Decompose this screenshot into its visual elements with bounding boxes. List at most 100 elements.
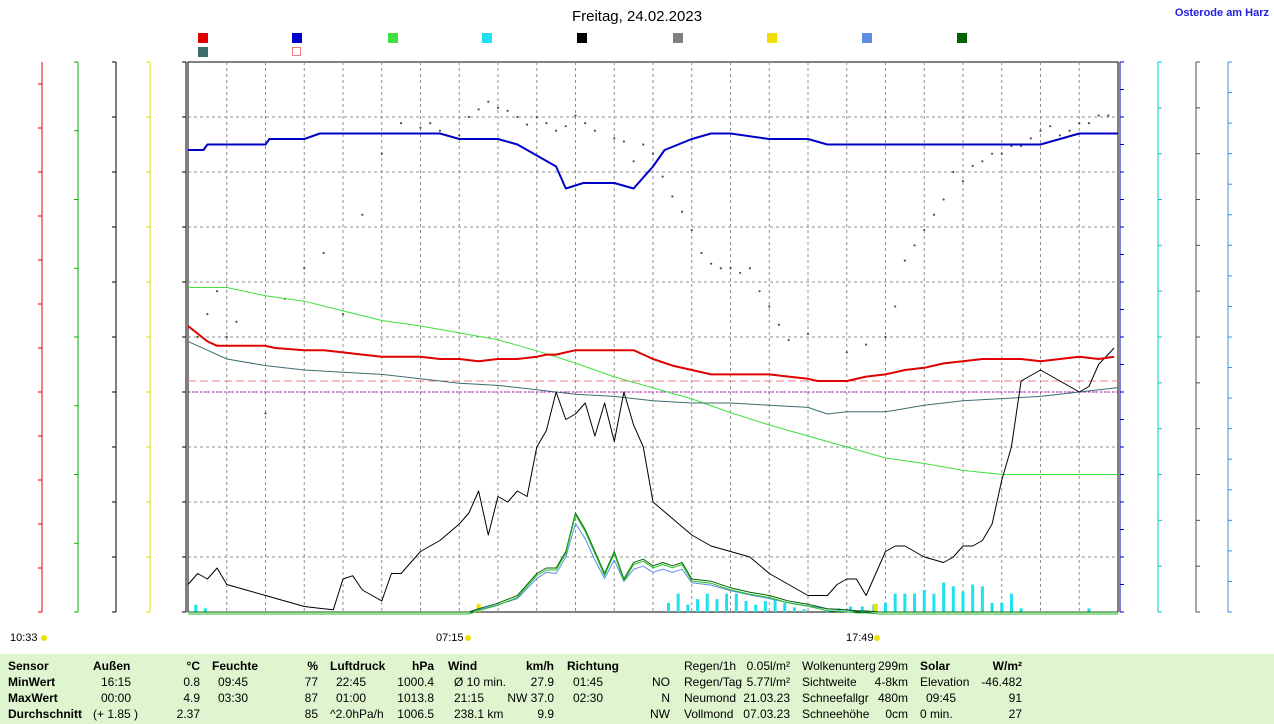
- solar-avg: 27: [1008, 707, 1022, 721]
- richtung-title: Richtung: [567, 659, 619, 673]
- neumond-label: Neumond: [684, 691, 737, 705]
- solar-line: [188, 512, 1118, 613]
- vollmond-date: 07.03.23: [743, 707, 790, 721]
- richtung-point: [303, 267, 306, 270]
- richtung-point: [884, 335, 887, 339]
- luftdruck-line: [188, 287, 1118, 475]
- regen-bar: [734, 593, 738, 612]
- richtung-point: [700, 251, 703, 255]
- solar-max: 91: [1008, 691, 1022, 705]
- schneehoehe-label: Schneehöhe: [802, 707, 870, 721]
- series-layer: [187, 100, 1119, 615]
- regen-bar: [849, 606, 853, 612]
- luftdruck-max: 1013.8: [397, 691, 434, 705]
- richtung-point: [651, 152, 655, 155]
- luftdruck-avg: 1006.5: [397, 707, 434, 721]
- wind-max-time: 21:15: [454, 691, 485, 705]
- au-en-line: [187, 325, 1115, 382]
- richtung-point: [632, 160, 635, 163]
- richtung-point: [1058, 134, 1061, 137]
- legend-swatch: [577, 33, 587, 43]
- wind-line: [187, 347, 1115, 611]
- richtung-point: [477, 108, 480, 111]
- regen-bar: [194, 604, 198, 612]
- feuchte-avg: 85: [304, 707, 318, 721]
- regen-bar: [763, 601, 767, 612]
- solar-line-shadow: [188, 513, 1118, 615]
- row-label-max: MaxWert: [8, 691, 58, 705]
- richtung-point: [671, 195, 674, 198]
- richtung-point: [1049, 125, 1052, 128]
- sonnenschein-bar: [873, 603, 878, 612]
- richtung-point: [593, 129, 596, 132]
- aussen-max-time: 00:00: [101, 691, 132, 705]
- richtung-point: [584, 122, 587, 125]
- row-label-sensor: Sensor: [8, 659, 49, 673]
- richtung-point: [642, 143, 645, 146]
- legend-swatch: [198, 33, 208, 43]
- regen-bar: [1087, 608, 1091, 612]
- richtung-point: [429, 122, 432, 125]
- regen-bar: [754, 604, 758, 612]
- feuchte-min: 77: [304, 675, 318, 689]
- solar-zero-label: 0 min.: [920, 707, 953, 721]
- regen-tag-label: Regen/Tag: [684, 675, 743, 689]
- richtung-point: [496, 106, 500, 109]
- legend-swatch: [673, 33, 683, 43]
- legend-swatch: [198, 47, 208, 57]
- richtung-point: [690, 228, 693, 232]
- richtung-max: N: [661, 691, 670, 705]
- sichtweite: 4-8km: [874, 675, 908, 689]
- richtung-point: [341, 312, 345, 316]
- richtung-point: [932, 213, 936, 216]
- richtung-point: [961, 180, 965, 183]
- regen-bar: [961, 591, 965, 612]
- richtung-min-time: 01:45: [573, 675, 604, 689]
- richtung-point: [487, 100, 490, 103]
- richtung-point: [516, 115, 519, 119]
- richtung-point: [613, 137, 616, 140]
- regen-bar: [802, 609, 806, 612]
- schneefallgr-label: Schneefallgr: [802, 691, 869, 705]
- richtung-point: [419, 126, 422, 129]
- regen-bar: [922, 590, 926, 612]
- richtung-point: [1097, 114, 1100, 117]
- regen-bar: [686, 604, 690, 612]
- richtung-point: [564, 125, 567, 128]
- aussen-min-time: 16:15: [101, 675, 132, 689]
- sonnenschein-bar: [476, 603, 481, 612]
- richtung-point: [787, 338, 790, 342]
- solar-unit: W/m²: [992, 659, 1022, 673]
- feuchte-max-time: 03:30: [218, 691, 249, 705]
- legend-swatch: [292, 33, 302, 43]
- regen-bar: [792, 607, 796, 612]
- richtung-point: [1078, 122, 1081, 125]
- regen-bar: [942, 582, 946, 612]
- regen-bar: [1000, 602, 1004, 612]
- regen-bar: [971, 584, 975, 612]
- start-time-label: 10:33: [10, 632, 38, 644]
- legend-swatch: [388, 33, 398, 43]
- wolkenunterg: 299m: [877, 659, 908, 673]
- aussen-unit: °C: [186, 659, 200, 673]
- legend-swatch: [292, 47, 301, 56]
- aussen-title: Außen: [93, 659, 131, 673]
- richtung-point: [990, 152, 994, 155]
- richtung-point: [264, 412, 267, 415]
- chart-title: Freitag, 24.02.2023: [572, 8, 702, 25]
- regen-bar: [893, 593, 897, 612]
- wind-min-label: Ø 10 min.: [454, 675, 507, 689]
- regen-bar: [783, 602, 787, 612]
- richtung-point: [952, 170, 955, 174]
- regen-bar: [903, 593, 907, 612]
- legend: [198, 33, 967, 57]
- richtung-point: [1107, 114, 1110, 117]
- luftdruck-avg-note: ^2.0hPa/h: [330, 707, 384, 721]
- regen-bar: [203, 608, 207, 612]
- solar-max-time: 09:45: [926, 691, 957, 705]
- luftdruck-min: 1000.4: [397, 675, 434, 689]
- regen-bar: [725, 593, 729, 612]
- schneefallgr: 480m: [877, 691, 908, 705]
- axes: [38, 61, 1232, 613]
- wind-avg-note: 238.1 km: [454, 707, 504, 721]
